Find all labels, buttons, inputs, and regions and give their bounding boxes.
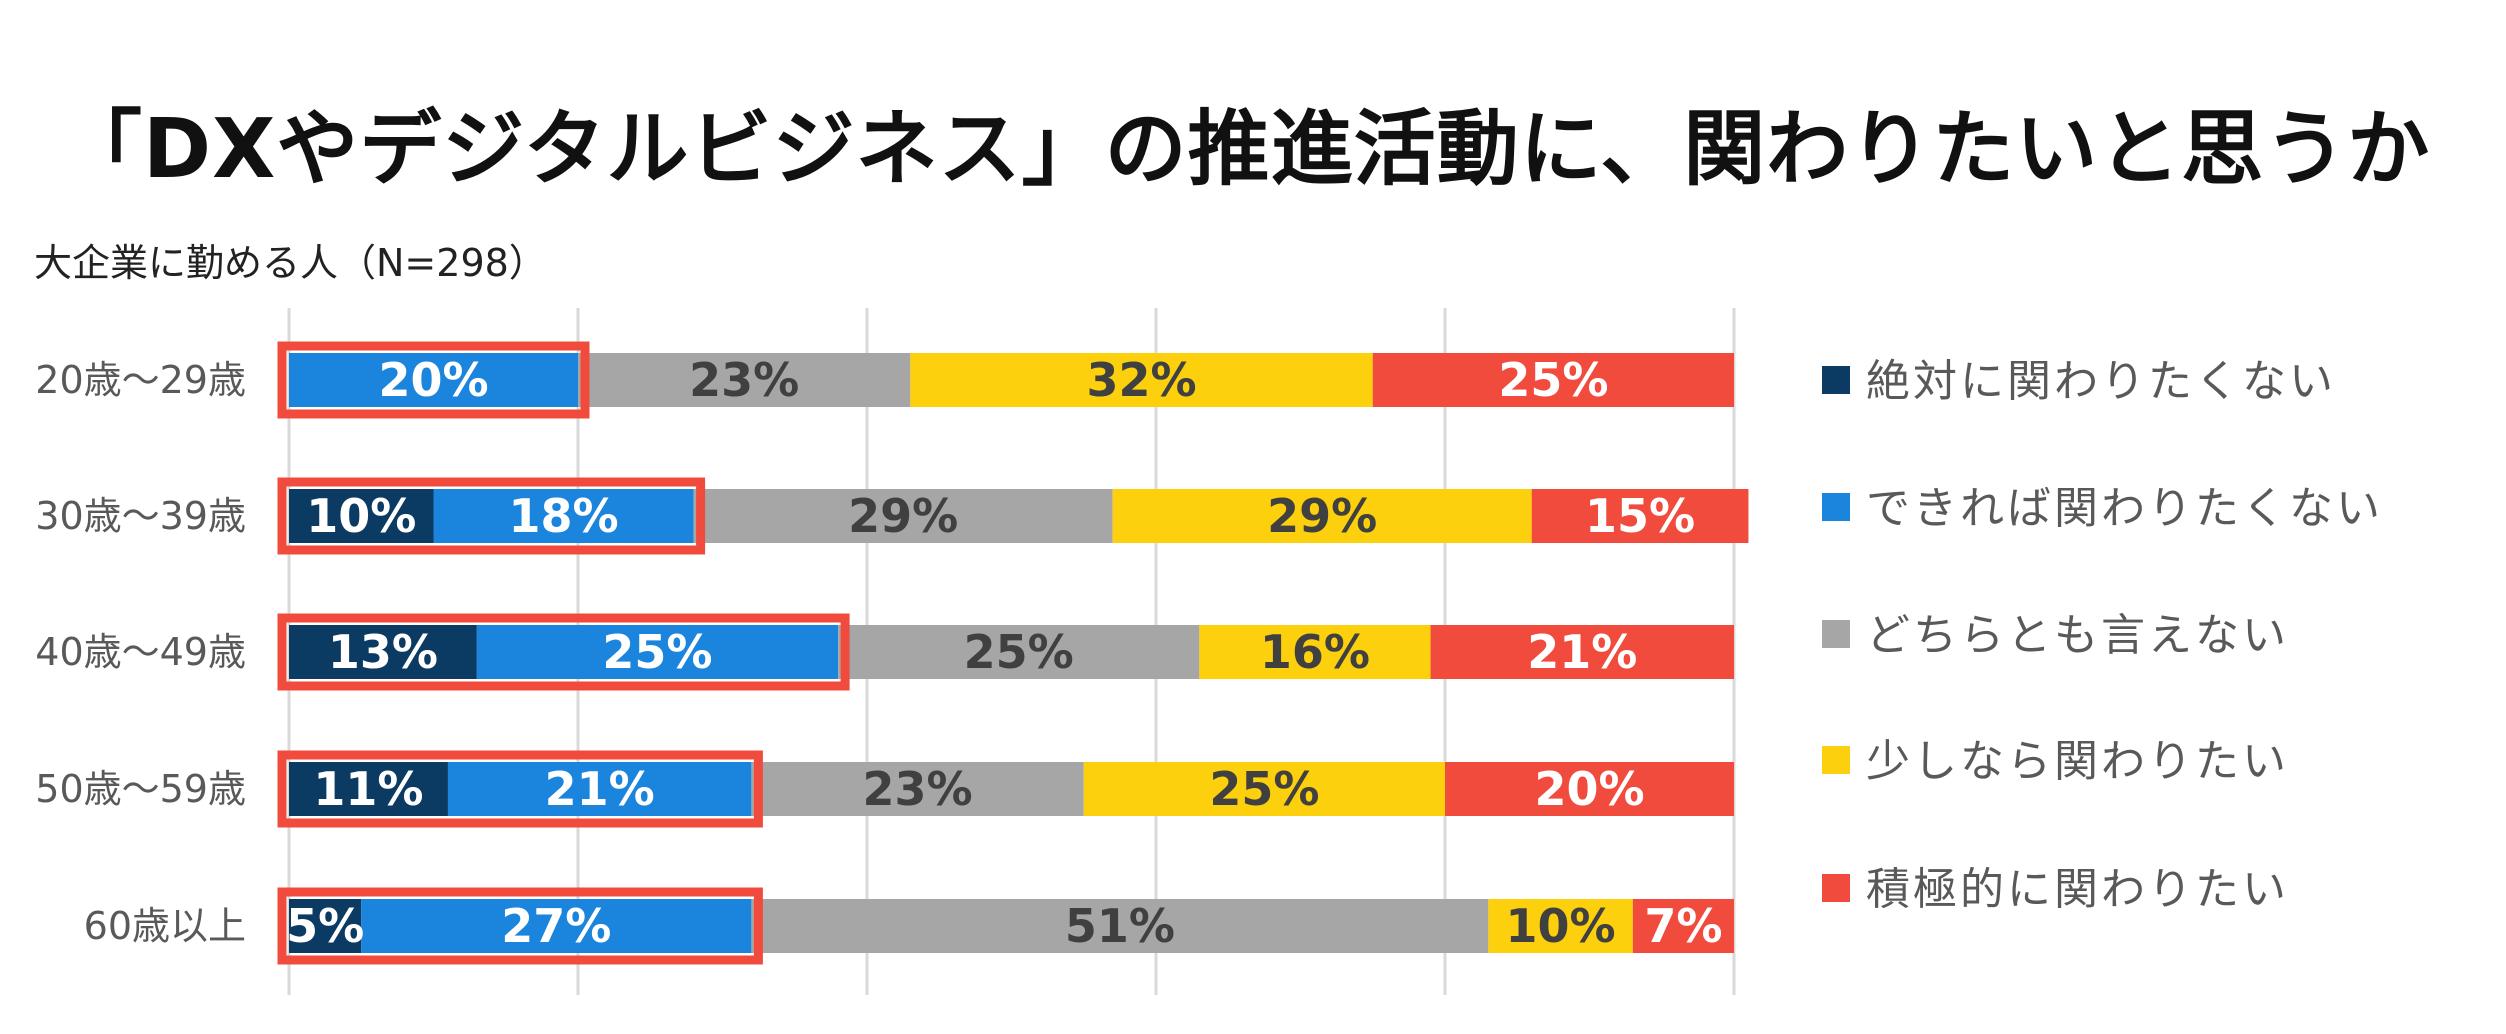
- chart-subtitle: 大企業に勤める人（N=298）: [34, 241, 547, 285]
- bar-segment: [1372, 353, 1734, 407]
- highlight-box: [277, 341, 590, 419]
- bar-segment: [289, 489, 434, 543]
- chart-title: 「DXやデジタルビジネス」の推進活動に、関わりたいと思うか: [60, 102, 2431, 197]
- bar-segment: [1112, 489, 1532, 543]
- legend-swatch: [1822, 746, 1850, 774]
- legend-label: 少しなら関わりたい: [1866, 736, 2289, 787]
- highlight-boxes: [277, 341, 850, 965]
- bar-value-label: 20%: [1534, 762, 1644, 816]
- bar-segment: [693, 489, 1113, 543]
- category-label: 50歳〜59歳: [35, 767, 246, 811]
- bar-value-label: 11%: [313, 762, 423, 816]
- bar-segment: [1531, 489, 1749, 543]
- category-label: 20歳〜29歳: [35, 358, 246, 402]
- legend: 絶対に関わりたくないできれば関わりたくないどちらとも言えない少しなら関わりたい積…: [1822, 356, 2383, 915]
- bar-value-label: 25%: [1209, 762, 1319, 816]
- bar-value-label: 51%: [1065, 899, 1175, 953]
- legend-label: 絶対に関わりたくない: [1866, 356, 2336, 407]
- highlight-box: [277, 887, 763, 965]
- bars: [289, 353, 1749, 953]
- bar-value-label: 27%: [501, 899, 611, 953]
- bar-value-label: 18%: [508, 489, 618, 543]
- bar-value-label: 5%: [286, 899, 364, 953]
- legend-swatch: [1822, 874, 1850, 902]
- bar-value-label: 29%: [1267, 489, 1377, 543]
- bar-value-label: 23%: [863, 762, 973, 816]
- highlight-box: [277, 613, 850, 691]
- bar-segment: [1488, 899, 1633, 953]
- bar-segment: [289, 353, 578, 407]
- bar-value-label: 10%: [1506, 899, 1616, 953]
- bar-segment: [289, 762, 448, 816]
- highlight-box: [277, 750, 763, 828]
- legend-label: 積極的に関わりたい: [1866, 864, 2289, 915]
- bar-value-label: 25%: [602, 625, 712, 679]
- bar-segment: [838, 625, 1200, 679]
- bar-value-label: 21%: [1527, 625, 1637, 679]
- bar-segment: [910, 353, 1373, 407]
- data-labels: 20% 23% 32% 25% 10% 18% 29% 29% 15% 13% 25% 25% 16% 2…: [286, 353, 1722, 953]
- bar-value-label: 16%: [1260, 625, 1370, 679]
- bar-value-label: 23%: [689, 353, 799, 407]
- legend-swatch: [1822, 620, 1850, 648]
- bar-segment: [751, 899, 1489, 953]
- bar-segment: [578, 353, 911, 407]
- legend-label: どちらとも言えない: [1866, 610, 2289, 661]
- bar-value-label: 21%: [545, 762, 655, 816]
- bar-segment: [1083, 762, 1445, 816]
- bar-value-label: 10%: [306, 489, 416, 543]
- bar-segment: [361, 899, 752, 953]
- legend-swatch: [1822, 366, 1850, 394]
- highlight-box: [277, 477, 706, 555]
- bar-value-label: 13%: [328, 625, 438, 679]
- bar-value-label: 15%: [1585, 489, 1695, 543]
- bar-value-label: 25%: [964, 625, 1074, 679]
- bar-segment: [433, 489, 694, 543]
- bar-value-label: 7%: [1644, 899, 1722, 953]
- legend-swatch: [1822, 493, 1850, 521]
- category-label: 30歳〜39歳: [35, 494, 246, 538]
- category-labels: 20歳〜29歳 30歳〜39歳 40歳〜49歳 50歳〜59歳 60歳以上: [35, 358, 246, 948]
- bar-value-label: 25%: [1498, 353, 1608, 407]
- bar-value-label: 32%: [1086, 353, 1196, 407]
- bar-segment: [447, 762, 752, 816]
- bar-segment: [289, 899, 362, 953]
- bar-value-label: 20%: [378, 353, 488, 407]
- bar-segment: [1632, 899, 1734, 953]
- bar-segment: [476, 625, 839, 679]
- bar-segment: [289, 625, 477, 679]
- category-label: 40歳〜49歳: [35, 630, 246, 674]
- bar-segment: [1445, 762, 1734, 816]
- category-label: 60歳以上: [84, 904, 246, 948]
- bar-value-label: 29%: [848, 489, 958, 543]
- bar-segment: [1199, 625, 1431, 679]
- bar-segment: [1430, 625, 1734, 679]
- legend-label: できれば関わりたくない: [1866, 483, 2383, 534]
- bar-segment: [751, 762, 1084, 816]
